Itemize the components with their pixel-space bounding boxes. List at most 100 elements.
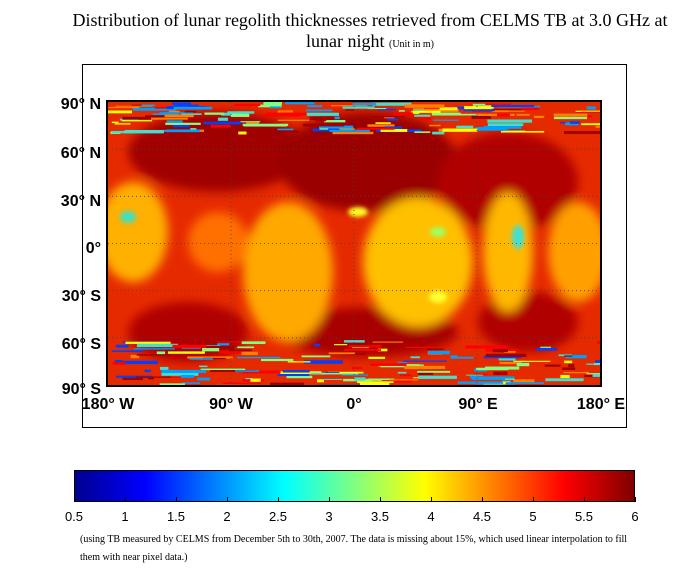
texture-streak bbox=[322, 372, 340, 374]
title-text: Distribution of lunar regolith thickness… bbox=[72, 10, 668, 51]
lon-label-90e: 90° E bbox=[458, 396, 498, 413]
texture-streak bbox=[162, 376, 181, 378]
colorbar-tick-mark bbox=[635, 497, 636, 502]
texture-streak bbox=[235, 370, 260, 372]
lat-label-0: 0° bbox=[85, 240, 101, 257]
texture-streak bbox=[457, 381, 504, 384]
texture-streak bbox=[115, 344, 129, 348]
texture-streak bbox=[130, 354, 140, 359]
texture-streak bbox=[227, 111, 255, 114]
texture-streak bbox=[229, 349, 252, 352]
texture-streak bbox=[199, 365, 208, 368]
texture-streak bbox=[320, 378, 343, 380]
texture-streak bbox=[324, 120, 346, 123]
texture-streak bbox=[466, 374, 483, 376]
texture-streak bbox=[477, 113, 515, 116]
texture-streak bbox=[156, 351, 166, 355]
texture-streak bbox=[563, 371, 589, 374]
texture-streak bbox=[319, 128, 329, 130]
texture-streak bbox=[124, 129, 164, 134]
texture-streak bbox=[161, 369, 207, 374]
texture-streak bbox=[200, 368, 246, 371]
texture-streak bbox=[136, 343, 179, 348]
lat-label-90n: 90° N bbox=[60, 96, 101, 113]
footnote: (using TB measured by CELMS from Decembe… bbox=[80, 534, 628, 563]
texture-streak bbox=[377, 108, 397, 111]
texture-streak bbox=[201, 345, 221, 347]
texture-streak bbox=[536, 347, 558, 351]
texture-streak bbox=[476, 367, 509, 371]
title-unit: (Unit in m) bbox=[389, 39, 434, 50]
colorbar-tick-mark bbox=[533, 497, 534, 502]
texture-streak bbox=[560, 121, 571, 124]
texture-streak bbox=[432, 131, 445, 135]
lat-label-60n: 60° N bbox=[60, 145, 101, 162]
texture-streak bbox=[172, 344, 207, 348]
texture-streak bbox=[161, 372, 199, 376]
texture-streak bbox=[485, 353, 527, 357]
texture-streak bbox=[412, 109, 425, 111]
texture-streak bbox=[165, 122, 201, 125]
texture-streak bbox=[431, 112, 461, 116]
texture-streak bbox=[471, 376, 515, 380]
texture-streak bbox=[450, 356, 474, 359]
texture-streak bbox=[487, 119, 533, 123]
texture-streak bbox=[219, 350, 243, 354]
texture-streak bbox=[487, 123, 524, 126]
texture-streak bbox=[159, 383, 185, 385]
texture-streak bbox=[239, 121, 261, 123]
texture-streak bbox=[371, 116, 405, 118]
colorbar-tick-label: 1.5 bbox=[166, 509, 186, 524]
texture-streak bbox=[277, 119, 309, 121]
texture-streak bbox=[197, 377, 211, 381]
texture-streak bbox=[133, 348, 175, 350]
texture-streak bbox=[320, 372, 359, 375]
texture-streak bbox=[352, 102, 377, 106]
texture-streak bbox=[348, 353, 367, 355]
texture-streak bbox=[341, 374, 369, 376]
lat-label-90s: 90° S bbox=[61, 381, 101, 398]
texture-streak bbox=[553, 113, 588, 117]
texture-streak bbox=[433, 119, 459, 121]
texture-streak bbox=[136, 354, 171, 356]
texture-streak bbox=[250, 378, 261, 382]
texture-streak bbox=[257, 130, 299, 134]
texture-streak bbox=[564, 131, 600, 134]
texture-streak bbox=[328, 352, 355, 355]
colorbar-tick-label: 2.5 bbox=[268, 509, 288, 524]
texture-streak bbox=[544, 364, 561, 367]
texture-streak bbox=[210, 370, 256, 372]
texture-streak bbox=[269, 106, 281, 109]
texture-streak bbox=[343, 349, 381, 351]
texture-streak bbox=[427, 348, 444, 350]
lon-label-0: 0° bbox=[346, 396, 362, 413]
texture-streak bbox=[166, 120, 183, 123]
texture-streak bbox=[242, 123, 289, 126]
texture-streak bbox=[584, 374, 600, 378]
texture-streak bbox=[164, 114, 194, 118]
texture-streak bbox=[171, 102, 191, 105]
texture-streak bbox=[261, 114, 301, 117]
texture-streak bbox=[404, 104, 445, 108]
texture-streak bbox=[410, 356, 420, 359]
texture-streak bbox=[211, 346, 238, 348]
texture-streak bbox=[333, 116, 340, 120]
texture-streak bbox=[187, 356, 233, 359]
texture-streak bbox=[516, 362, 530, 367]
texture-streak bbox=[108, 110, 133, 114]
texture-streak bbox=[516, 113, 530, 116]
texture-streak bbox=[111, 130, 135, 134]
texture-streak bbox=[125, 341, 171, 344]
texture-streak bbox=[111, 350, 143, 352]
colorbar-tick-mark bbox=[176, 497, 177, 502]
texture-streak bbox=[513, 360, 551, 362]
texture-streak bbox=[533, 115, 545, 119]
texture-streak bbox=[545, 378, 584, 382]
texture-streak bbox=[172, 124, 190, 128]
texture-streak bbox=[121, 120, 153, 122]
texture-streak bbox=[553, 116, 588, 120]
texture-streak bbox=[242, 370, 281, 374]
colorbar-tick-label: 2 bbox=[223, 509, 231, 524]
texture-streak bbox=[356, 127, 395, 130]
texture-streak bbox=[333, 344, 348, 346]
